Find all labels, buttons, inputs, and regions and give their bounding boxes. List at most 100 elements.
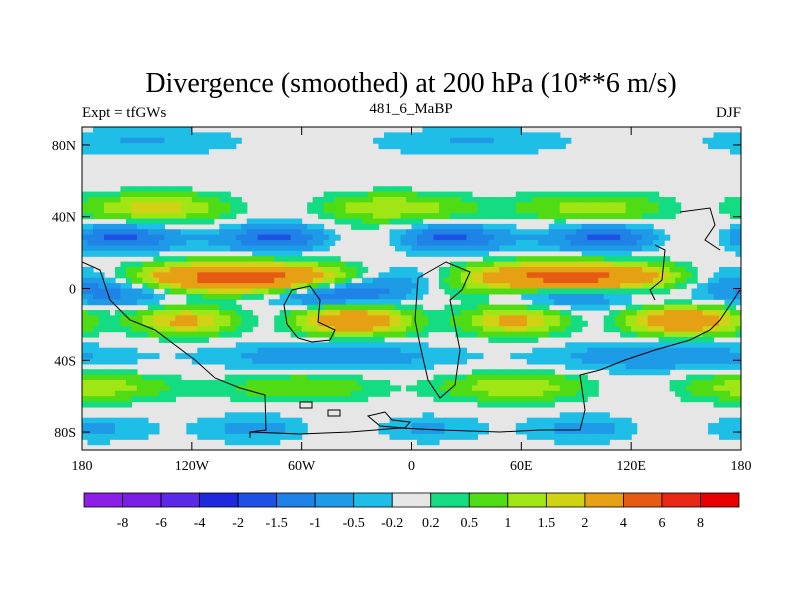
field-cell [367, 304, 374, 311]
field-cell [213, 202, 220, 209]
field-cell [433, 385, 440, 392]
field-cell [323, 326, 330, 333]
field-cell [691, 363, 698, 370]
field-cell [92, 229, 100, 236]
field-cell [565, 288, 572, 295]
field-cell [609, 299, 616, 306]
field-cell [87, 374, 94, 381]
field-cell [109, 137, 116, 144]
field-cell [411, 417, 418, 424]
field-cell [460, 207, 468, 214]
field-cell [669, 326, 676, 333]
field-cell [334, 277, 341, 284]
field-cell [455, 417, 462, 424]
field-cell [186, 207, 193, 214]
field-cell [257, 342, 264, 349]
field-cell [279, 374, 286, 381]
colorbar-label: -0.2 [381, 516, 403, 531]
field-cell [131, 234, 138, 241]
field-cell [114, 245, 122, 252]
field-cell [449, 148, 457, 155]
field-cell [581, 283, 588, 290]
field-cell [620, 223, 627, 230]
field-cell [477, 127, 484, 133]
field-cell [82, 315, 89, 322]
field-cell [186, 336, 193, 343]
field-cell [406, 417, 413, 424]
field-cell [125, 196, 133, 203]
field-cell [708, 374, 715, 381]
field-cell [373, 326, 380, 333]
field-cell [230, 288, 237, 295]
field-cell [120, 234, 127, 241]
field-cell [603, 417, 610, 424]
field-cell [82, 433, 89, 440]
field-cell [235, 277, 242, 284]
field-cell [208, 191, 215, 198]
field-cell [202, 293, 209, 300]
field-cell [147, 218, 154, 225]
field-cell [230, 293, 237, 300]
field-cell [477, 202, 484, 209]
field-cell [416, 380, 424, 386]
field-cell [235, 390, 242, 397]
field-cell [263, 428, 270, 435]
field-cell [708, 396, 715, 403]
field-cell [614, 320, 621, 327]
field-cell [186, 234, 193, 241]
field-cell [378, 385, 385, 392]
field-cell [296, 234, 303, 241]
field-cell [125, 272, 133, 279]
field-cell [537, 353, 544, 360]
field-cell [570, 277, 577, 284]
field-cell [109, 148, 116, 155]
field-cell [158, 380, 165, 386]
field-cell [351, 353, 358, 360]
field-cell [263, 363, 270, 370]
field-cell [345, 320, 352, 327]
field-cell [230, 202, 237, 209]
field-cell [647, 315, 654, 322]
field-cell [548, 229, 555, 236]
field-cell [197, 283, 204, 290]
field-cell [230, 223, 237, 230]
field-cell [719, 304, 726, 311]
field-cell [213, 331, 220, 338]
field-cell [724, 396, 731, 403]
field-cell [631, 353, 638, 360]
field-cell [482, 143, 489, 150]
coastline-africa [414, 261, 471, 399]
field-cell [515, 202, 522, 209]
field-cell [373, 207, 380, 214]
field-cell [713, 326, 720, 333]
field-cell [191, 272, 198, 279]
field-cell [433, 196, 440, 203]
field-cell [257, 261, 264, 268]
field-cell [702, 326, 709, 333]
field-cell [515, 207, 522, 214]
field-cell [395, 234, 402, 241]
field-cell [362, 310, 369, 317]
field-cell [416, 390, 424, 397]
field-cell [427, 320, 435, 327]
field-cell [109, 202, 116, 209]
field-cell [395, 353, 402, 360]
field-cell [438, 137, 446, 144]
field-cell [488, 369, 495, 376]
field-cell [389, 283, 396, 290]
field-cell [279, 347, 286, 354]
field-cell [488, 213, 495, 220]
field-cell [340, 342, 347, 349]
field-cell [136, 433, 144, 440]
field-cell [334, 213, 341, 220]
field-cell [455, 347, 462, 354]
field-cell [625, 433, 632, 440]
field-cell [290, 293, 297, 300]
field-cell [164, 326, 171, 333]
field-cell [620, 234, 627, 241]
field-cell [422, 191, 429, 198]
field-cell [367, 353, 374, 360]
field-cell [724, 390, 731, 397]
field-cell [631, 283, 638, 290]
field-cell [559, 320, 566, 327]
